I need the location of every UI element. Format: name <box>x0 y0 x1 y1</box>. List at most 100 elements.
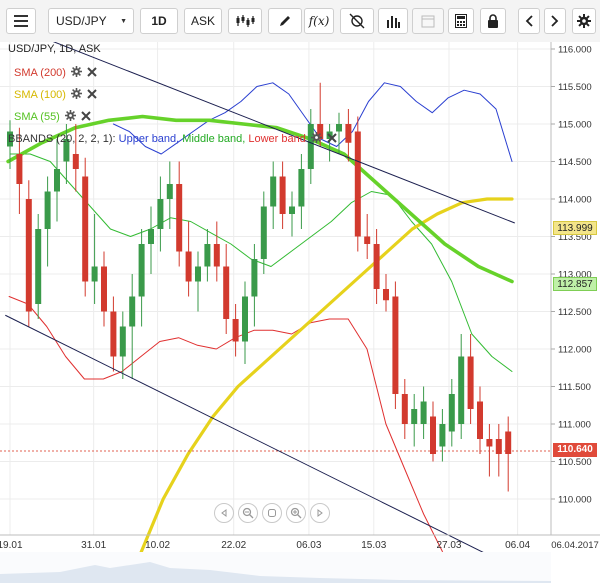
symbol-selector[interactable]: USD/JPY ▼ <box>48 8 134 34</box>
candle-body <box>91 266 98 282</box>
chart-toolbar: USD/JPY ▼ 1D ASK f(x) <box>0 0 600 43</box>
x-tick-label: 31.01 <box>81 540 106 551</box>
scroll-right-button[interactable] <box>544 8 566 34</box>
y-tick-label: 110.500 <box>558 457 592 468</box>
sma100-label: SMA (100) <box>14 88 66 101</box>
close-icon[interactable] <box>81 110 91 124</box>
instrument-label: USD/JPY, 1D, ASK <box>8 43 101 55</box>
middle-band-label: Middle band, <box>182 132 246 145</box>
candle-body <box>35 229 42 304</box>
price-chart[interactable]: 116.000 115.500 115.000 114.500 114.000 113.5… <box>0 42 600 583</box>
settings-button[interactable] <box>572 8 596 34</box>
gear-icon[interactable] <box>70 66 82 80</box>
draw-tool-button[interactable] <box>268 8 302 34</box>
reset-icon <box>268 509 276 517</box>
candle-body <box>392 296 399 394</box>
menu-button[interactable] <box>6 8 36 34</box>
candle-body <box>401 394 408 424</box>
candle-body <box>373 244 380 289</box>
chevron-right-icon <box>551 15 559 27</box>
candle-body <box>477 401 483 439</box>
candle-body <box>279 176 286 214</box>
price-type-selector[interactable]: ASK <box>184 8 222 34</box>
close-icon[interactable] <box>327 132 337 146</box>
legend-bbands: BBANDS (20, 2, 2, 1): Upper band, Middle… <box>8 132 337 146</box>
symbol-label: USD/JPY <box>56 14 107 28</box>
candle-body <box>307 124 314 169</box>
candlestick-icon <box>236 15 255 27</box>
scroll-right-button[interactable] <box>310 503 330 523</box>
reset-button[interactable] <box>262 503 282 523</box>
scroll-left-button[interactable] <box>214 503 234 523</box>
candle-body <box>383 289 389 301</box>
gear-icon[interactable] <box>310 132 322 146</box>
candle-body <box>411 409 418 424</box>
triangle-right-icon <box>317 509 323 517</box>
y-tick-label: 111.500 <box>558 382 591 393</box>
function-label: f(x) <box>308 14 330 28</box>
candle-body <box>129 296 136 327</box>
candle-body <box>223 266 230 319</box>
gear-icon[interactable] <box>70 88 82 102</box>
bar-chart-icon <box>387 16 400 28</box>
candle-body <box>16 154 23 184</box>
timeframe-selector[interactable]: 1D <box>140 8 178 34</box>
candle-body <box>505 431 512 454</box>
x-tick-label: 22.02 <box>221 540 246 551</box>
crosshair-button[interactable] <box>340 8 374 34</box>
lock-button[interactable] <box>480 8 506 34</box>
triangle-left-icon <box>221 509 227 517</box>
legend-sma200: SMA (200) <box>14 66 97 80</box>
close-icon[interactable] <box>87 66 97 80</box>
candle-body <box>345 124 352 143</box>
calendar-icon <box>421 15 435 28</box>
y-tick-label: 111.000 <box>558 420 591 431</box>
time-axis: 19.01 31.01 10.02 22.02 06.03 15.03 27.03 06.04… <box>0 540 599 551</box>
lower-band-line <box>8 296 443 552</box>
close-icon[interactable] <box>87 88 97 102</box>
sma100-price-tag: 113.999 <box>553 221 597 235</box>
x-date-label: 06.04.2017 <box>551 540 599 551</box>
y-tick-label: 114.500 <box>558 157 592 168</box>
y-tick-label: 114.000 <box>558 195 592 206</box>
chart-navigation <box>214 503 330 525</box>
candle-body <box>495 439 502 454</box>
chart-type-button[interactable] <box>228 8 262 34</box>
timeframe-label: 1D <box>151 14 167 28</box>
candle-body <box>486 439 493 447</box>
pencil-icon <box>280 16 290 26</box>
candle-body <box>430 416 436 454</box>
navigator-area <box>0 562 551 583</box>
candle-body <box>148 229 154 244</box>
volume-button[interactable] <box>378 8 408 34</box>
gear-icon <box>577 14 591 28</box>
y-tick-label: 110.000 <box>558 495 592 506</box>
zoom-in-button[interactable] <box>286 503 306 523</box>
x-tick-label: 15.03 <box>361 540 386 551</box>
candle-body <box>420 401 427 424</box>
candle-body <box>364 236 371 244</box>
candle-body <box>213 244 220 267</box>
calendar-button[interactable] <box>412 8 444 34</box>
chevron-left-icon <box>525 15 533 27</box>
scroll-left-button[interactable] <box>518 8 540 34</box>
candle-body <box>72 154 79 169</box>
candle-body <box>448 394 455 432</box>
candle-body <box>44 191 51 229</box>
y-tick-label: 115.500 <box>558 82 592 93</box>
chevron-down-icon: ▼ <box>120 17 127 25</box>
gear-icon[interactable] <box>64 110 76 124</box>
indicators-button[interactable]: f(x) <box>304 8 334 34</box>
zoom-out-icon <box>242 507 254 519</box>
sma200-label: SMA (200) <box>14 66 66 79</box>
sma55-label: SMA (55) <box>14 110 60 123</box>
candle-body <box>458 356 465 424</box>
calculator-icon <box>455 14 467 28</box>
zoom-out-button[interactable] <box>238 503 258 523</box>
trend-lines <box>5 42 516 569</box>
candle-body <box>82 176 89 282</box>
middle-band-line <box>9 153 513 372</box>
calculator-button[interactable] <box>448 8 474 34</box>
x-tick-label: 06.04 <box>505 540 530 551</box>
candle-body <box>166 184 173 199</box>
